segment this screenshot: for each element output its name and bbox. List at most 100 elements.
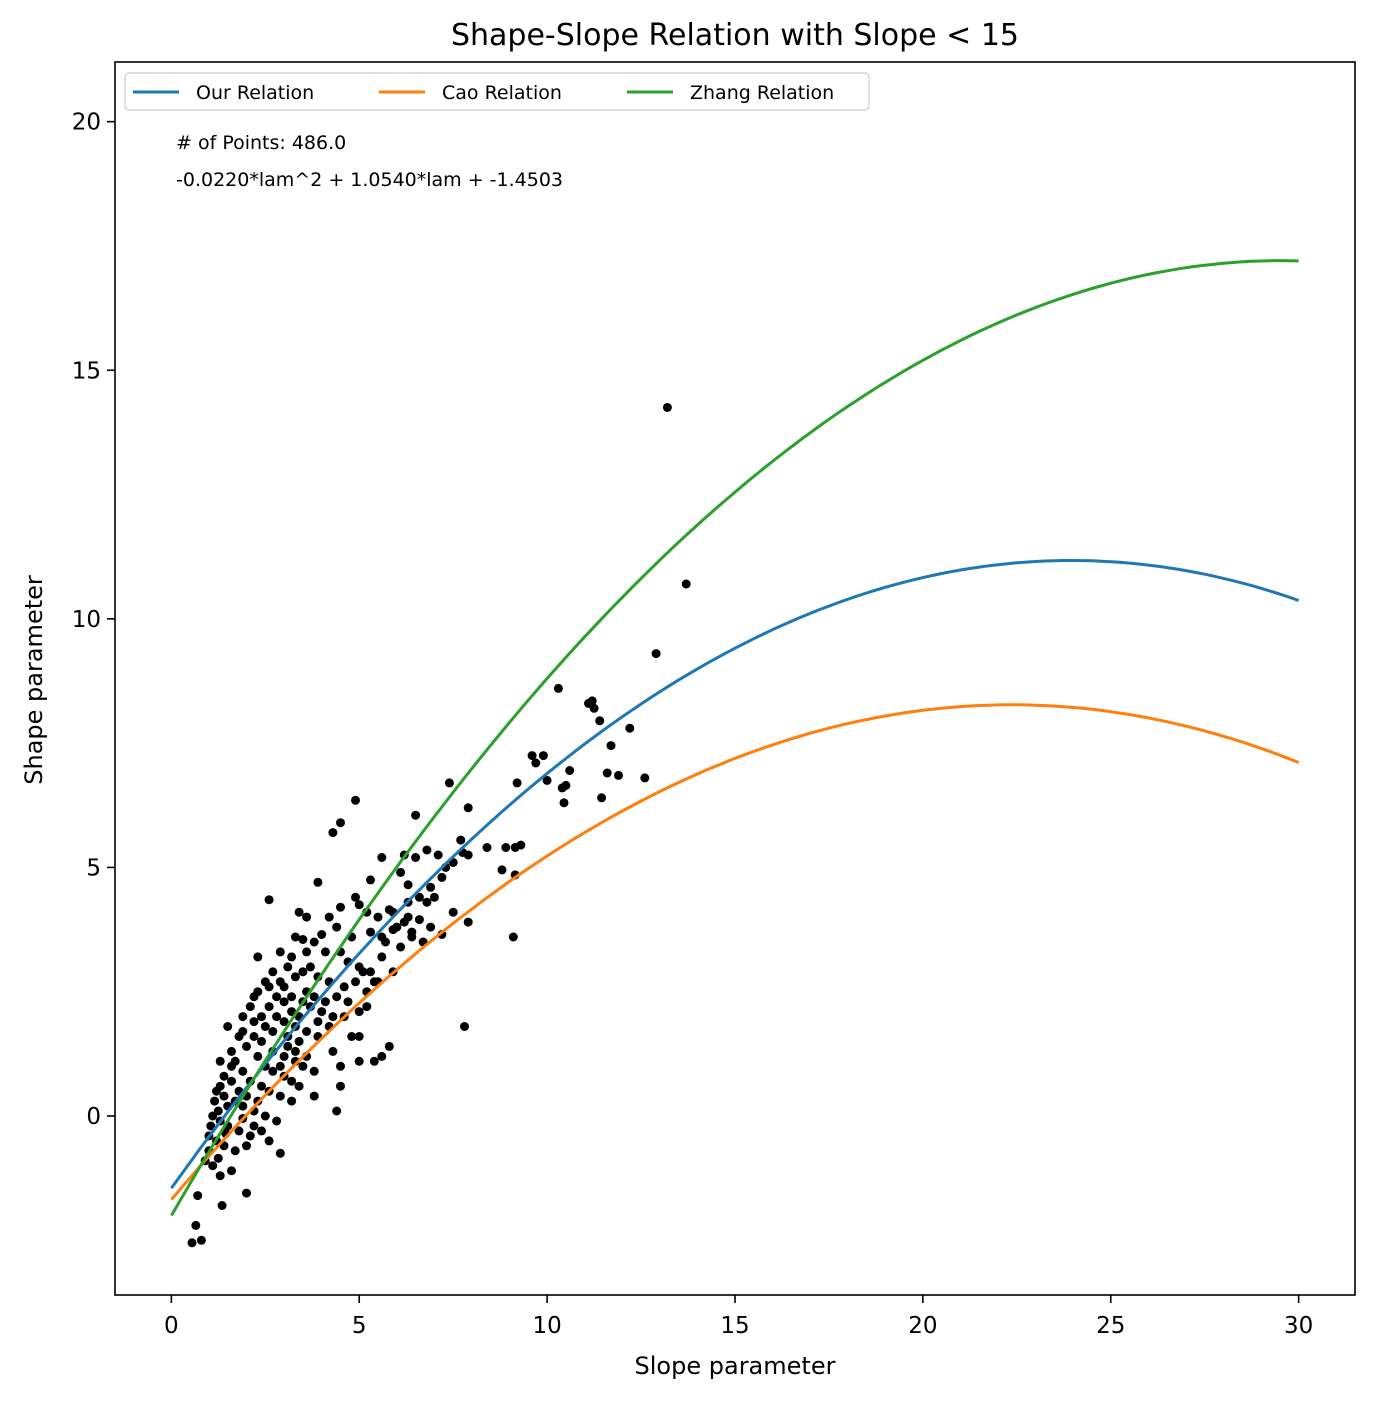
scatter-point bbox=[377, 1051, 387, 1061]
scatter-point bbox=[662, 403, 672, 412]
scatter-point bbox=[597, 793, 607, 803]
y-tick-label: 5 bbox=[86, 855, 101, 881]
scatter-point bbox=[411, 853, 421, 862]
scatter-point bbox=[302, 912, 312, 922]
scatter-point bbox=[257, 1126, 266, 1136]
scatter-point bbox=[317, 1007, 327, 1017]
scatter-point bbox=[245, 1002, 255, 1012]
scatter-point bbox=[366, 967, 375, 977]
scatter-point bbox=[606, 741, 616, 751]
scatter-point bbox=[426, 922, 436, 932]
scatter-point bbox=[396, 942, 406, 952]
scatter-point bbox=[309, 1091, 319, 1101]
scatter-point bbox=[332, 922, 342, 932]
scatter-point bbox=[257, 1081, 266, 1091]
scatter-point bbox=[287, 1076, 297, 1086]
scatter-point bbox=[354, 1007, 364, 1017]
scatter-point bbox=[508, 932, 518, 942]
scatter-point bbox=[249, 1032, 259, 1041]
plot-area: 0 5 10 15 20 25 30 0 5 10 15 20 bbox=[72, 61, 1356, 1339]
scatter-point bbox=[369, 977, 379, 987]
scatter-point bbox=[512, 778, 522, 788]
scatter-point bbox=[187, 1238, 197, 1248]
scatter-point bbox=[366, 875, 375, 885]
x-tick-label: 25 bbox=[1096, 1313, 1125, 1339]
scatter-point bbox=[414, 915, 424, 925]
scatter-point bbox=[351, 795, 360, 805]
scatter-point bbox=[215, 1171, 225, 1181]
scatter-point bbox=[283, 962, 293, 972]
y-tick-label: 0 bbox=[86, 1104, 101, 1130]
scatter-point bbox=[336, 1081, 345, 1091]
scatter-point bbox=[260, 1022, 270, 1031]
scatter-point bbox=[290, 932, 300, 942]
scatter-point bbox=[260, 1111, 270, 1121]
scatter-point bbox=[625, 723, 635, 733]
scatter-point bbox=[589, 703, 599, 713]
scatter-point bbox=[249, 1017, 259, 1027]
scatter-point bbox=[260, 977, 270, 987]
scatter-point bbox=[377, 952, 387, 962]
scatter-point bbox=[268, 967, 278, 977]
scatter-point bbox=[196, 1235, 206, 1245]
legend-entry-label: Our Relation bbox=[196, 82, 314, 104]
scatter-point bbox=[208, 1161, 218, 1171]
scatter-point bbox=[309, 992, 319, 1002]
scatter-point bbox=[422, 845, 432, 855]
scatter-point bbox=[191, 1220, 201, 1230]
scatter-point bbox=[403, 880, 413, 890]
scatter-point bbox=[279, 1017, 289, 1027]
scatter-point bbox=[328, 1046, 338, 1056]
scatter-point bbox=[497, 865, 507, 875]
scatter-point bbox=[351, 892, 360, 902]
scatter-point bbox=[587, 696, 597, 706]
x-axis-label: Slope parameter bbox=[635, 1352, 836, 1380]
scatter-point bbox=[272, 1116, 282, 1126]
scatter-point bbox=[444, 778, 454, 788]
legend-entry-label: Zhang Relation bbox=[690, 82, 834, 104]
scatter-point bbox=[242, 1041, 251, 1051]
scatter-point bbox=[448, 907, 458, 917]
scatter-point bbox=[336, 818, 345, 828]
scatter-point bbox=[463, 850, 473, 860]
scatter-point bbox=[681, 579, 691, 589]
x-tick-label: 10 bbox=[532, 1313, 561, 1339]
annotation-text: -0.0220*lam^2 + 1.0540*lam + -1.4503 bbox=[176, 169, 563, 191]
scatter-point bbox=[279, 982, 289, 992]
scatter-point bbox=[373, 912, 383, 922]
x-tick-label: 20 bbox=[908, 1313, 937, 1339]
scatter-point bbox=[305, 962, 315, 972]
series-line-zhang-relation bbox=[170, 259, 1299, 1217]
scatter-point bbox=[369, 1056, 379, 1066]
scatter-point bbox=[210, 1096, 220, 1106]
scatter-point bbox=[399, 917, 409, 927]
scatter-point bbox=[384, 1041, 394, 1051]
scatter-point bbox=[531, 758, 541, 768]
scatter-point bbox=[309, 937, 319, 947]
scatter-point bbox=[542, 775, 552, 785]
scatter-point bbox=[377, 853, 387, 862]
scatter-point bbox=[253, 952, 263, 962]
scatter-point bbox=[332, 1106, 342, 1116]
scatter-point bbox=[223, 1022, 233, 1031]
scatter-point bbox=[463, 803, 473, 813]
scatter-point bbox=[272, 1012, 282, 1022]
scatter-point bbox=[279, 1051, 289, 1061]
scatter-point bbox=[234, 1032, 244, 1041]
scatter-point bbox=[527, 751, 537, 761]
scatter-point bbox=[354, 900, 364, 910]
scatter-point bbox=[238, 1012, 248, 1022]
scatter-point bbox=[193, 1191, 203, 1201]
scatter-point bbox=[213, 1153, 223, 1163]
x-tick-label: 15 bbox=[720, 1313, 749, 1339]
scatter-point bbox=[206, 1121, 216, 1131]
scatter-point bbox=[595, 716, 605, 726]
scatter-point bbox=[332, 992, 342, 1002]
series-line-our-relation bbox=[170, 559, 1300, 1189]
scatter-point bbox=[351, 977, 360, 987]
annotation-text: # of Points: 486.0 bbox=[176, 132, 346, 154]
scatter-point bbox=[294, 1081, 304, 1091]
scatter-point bbox=[561, 780, 571, 790]
scatter-point bbox=[242, 1141, 251, 1151]
